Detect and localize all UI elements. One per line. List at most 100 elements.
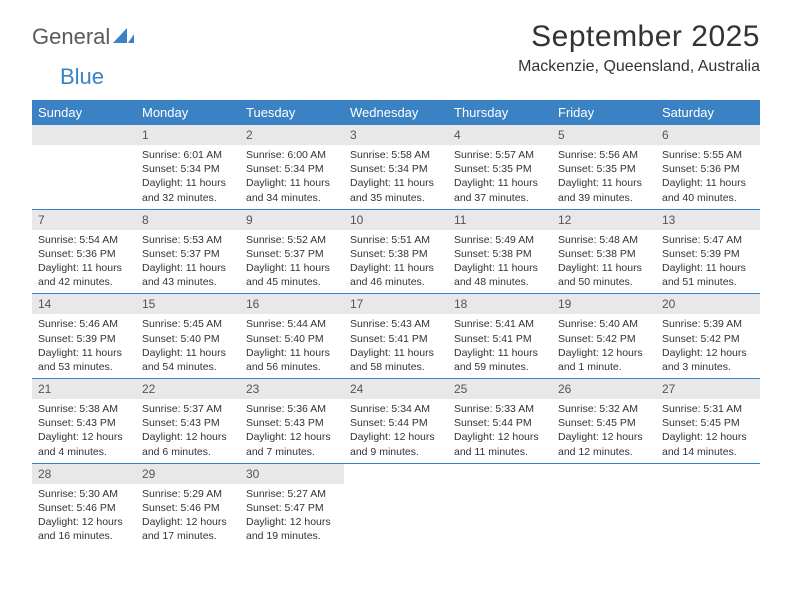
calendar-cell: 8Sunrise: 5:53 AMSunset: 5:37 PMDaylight…	[136, 209, 240, 294]
sunrise-text: Sunrise: 5:33 AM	[454, 402, 546, 416]
day-number: 7	[32, 210, 136, 230]
daylight-text: Daylight: 11 hours and 34 minutes.	[246, 176, 338, 204]
weekday-header: Monday	[136, 100, 240, 125]
weekday-header: Tuesday	[240, 100, 344, 125]
weekday-row: SundayMondayTuesdayWednesdayThursdayFrid…	[32, 100, 760, 125]
sunset-text: Sunset: 5:43 PM	[246, 416, 338, 430]
sunrise-text: Sunrise: 5:31 AM	[662, 402, 754, 416]
calendar-cell: 28Sunrise: 5:30 AMSunset: 5:46 PMDayligh…	[32, 463, 136, 547]
day-number: 26	[552, 379, 656, 399]
daylight-text: Daylight: 11 hours and 39 minutes.	[558, 176, 650, 204]
calendar-cell: 18Sunrise: 5:41 AMSunset: 5:41 PMDayligh…	[448, 294, 552, 379]
day-number: 3	[344, 125, 448, 145]
sunset-text: Sunset: 5:39 PM	[38, 332, 130, 346]
month-title: September 2025	[518, 20, 760, 54]
calendar-cell: 11Sunrise: 5:49 AMSunset: 5:38 PMDayligh…	[448, 209, 552, 294]
calendar-head: SundayMondayTuesdayWednesdayThursdayFrid…	[32, 100, 760, 125]
calendar-cell: 12Sunrise: 5:48 AMSunset: 5:38 PMDayligh…	[552, 209, 656, 294]
day-number: 29	[136, 464, 240, 484]
daylight-text: Daylight: 11 hours and 37 minutes.	[454, 176, 546, 204]
sunset-text: Sunset: 5:38 PM	[454, 247, 546, 261]
daylight-text: Daylight: 11 hours and 48 minutes.	[454, 261, 546, 289]
sunset-text: Sunset: 5:47 PM	[246, 501, 338, 515]
day-details: Sunrise: 5:48 AMSunset: 5:38 PMDaylight:…	[552, 230, 656, 294]
calendar-cell: 23Sunrise: 5:36 AMSunset: 5:43 PMDayligh…	[240, 379, 344, 464]
calendar-cell: 5Sunrise: 5:56 AMSunset: 5:35 PMDaylight…	[552, 125, 656, 209]
calendar-week: 1Sunrise: 6:01 AMSunset: 5:34 PMDaylight…	[32, 125, 760, 209]
weekday-header: Sunday	[32, 100, 136, 125]
weekday-header: Thursday	[448, 100, 552, 125]
day-details: Sunrise: 5:55 AMSunset: 5:36 PMDaylight:…	[656, 145, 760, 209]
day-details: Sunrise: 5:36 AMSunset: 5:43 PMDaylight:…	[240, 399, 344, 463]
daylight-text: Daylight: 12 hours and 4 minutes.	[38, 430, 130, 458]
calendar-cell: 30Sunrise: 5:27 AMSunset: 5:47 PMDayligh…	[240, 463, 344, 547]
day-number: 23	[240, 379, 344, 399]
weekday-header: Saturday	[656, 100, 760, 125]
sunrise-text: Sunrise: 6:01 AM	[142, 148, 234, 162]
sunset-text: Sunset: 5:37 PM	[142, 247, 234, 261]
day-number-empty	[32, 125, 136, 145]
weekday-header: Friday	[552, 100, 656, 125]
sunrise-text: Sunrise: 5:57 AM	[454, 148, 546, 162]
calendar-cell: 2Sunrise: 6:00 AMSunset: 5:34 PMDaylight…	[240, 125, 344, 209]
sunset-text: Sunset: 5:46 PM	[142, 501, 234, 515]
day-details: Sunrise: 5:40 AMSunset: 5:42 PMDaylight:…	[552, 314, 656, 378]
sunrise-text: Sunrise: 5:41 AM	[454, 317, 546, 331]
sunset-text: Sunset: 5:34 PM	[246, 162, 338, 176]
day-number: 22	[136, 379, 240, 399]
sunrise-text: Sunrise: 5:48 AM	[558, 233, 650, 247]
day-number: 10	[344, 210, 448, 230]
daylight-text: Daylight: 12 hours and 17 minutes.	[142, 515, 234, 543]
sunset-text: Sunset: 5:43 PM	[142, 416, 234, 430]
calendar-cell: 14Sunrise: 5:46 AMSunset: 5:39 PMDayligh…	[32, 294, 136, 379]
calendar-cell: 26Sunrise: 5:32 AMSunset: 5:45 PMDayligh…	[552, 379, 656, 464]
day-number: 17	[344, 294, 448, 314]
daylight-text: Daylight: 11 hours and 32 minutes.	[142, 176, 234, 204]
day-number: 16	[240, 294, 344, 314]
day-details: Sunrise: 5:46 AMSunset: 5:39 PMDaylight:…	[32, 314, 136, 378]
weekday-header: Wednesday	[344, 100, 448, 125]
day-details: Sunrise: 5:54 AMSunset: 5:36 PMDaylight:…	[32, 230, 136, 294]
sunset-text: Sunset: 5:46 PM	[38, 501, 130, 515]
day-details: Sunrise: 5:27 AMSunset: 5:47 PMDaylight:…	[240, 484, 344, 548]
sunrise-text: Sunrise: 5:39 AM	[662, 317, 754, 331]
sunset-text: Sunset: 5:41 PM	[454, 332, 546, 346]
calendar-cell	[656, 463, 760, 547]
day-details: Sunrise: 5:30 AMSunset: 5:46 PMDaylight:…	[32, 484, 136, 548]
sunrise-text: Sunrise: 5:34 AM	[350, 402, 442, 416]
day-details: Sunrise: 5:52 AMSunset: 5:37 PMDaylight:…	[240, 230, 344, 294]
calendar-cell	[448, 463, 552, 547]
calendar-week: 7Sunrise: 5:54 AMSunset: 5:36 PMDaylight…	[32, 209, 760, 294]
calendar-cell	[32, 125, 136, 209]
sunset-text: Sunset: 5:40 PM	[142, 332, 234, 346]
calendar-cell: 15Sunrise: 5:45 AMSunset: 5:40 PMDayligh…	[136, 294, 240, 379]
daylight-text: Daylight: 11 hours and 50 minutes.	[558, 261, 650, 289]
day-number: 25	[448, 379, 552, 399]
calendar-cell: 22Sunrise: 5:37 AMSunset: 5:43 PMDayligh…	[136, 379, 240, 464]
sunrise-text: Sunrise: 5:29 AM	[142, 487, 234, 501]
calendar-cell: 7Sunrise: 5:54 AMSunset: 5:36 PMDaylight…	[32, 209, 136, 294]
day-details: Sunrise: 5:41 AMSunset: 5:41 PMDaylight:…	[448, 314, 552, 378]
logo-sail-icon	[113, 26, 135, 49]
calendar-week: 14Sunrise: 5:46 AMSunset: 5:39 PMDayligh…	[32, 294, 760, 379]
daylight-text: Daylight: 12 hours and 7 minutes.	[246, 430, 338, 458]
sunrise-text: Sunrise: 5:45 AM	[142, 317, 234, 331]
sunrise-text: Sunrise: 5:47 AM	[662, 233, 754, 247]
logo: General	[32, 24, 137, 50]
day-number: 27	[656, 379, 760, 399]
day-details: Sunrise: 5:34 AMSunset: 5:44 PMDaylight:…	[344, 399, 448, 463]
day-details: Sunrise: 5:56 AMSunset: 5:35 PMDaylight:…	[552, 145, 656, 209]
sunrise-text: Sunrise: 5:49 AM	[454, 233, 546, 247]
sunset-text: Sunset: 5:41 PM	[350, 332, 442, 346]
calendar-cell: 16Sunrise: 5:44 AMSunset: 5:40 PMDayligh…	[240, 294, 344, 379]
sunrise-text: Sunrise: 5:54 AM	[38, 233, 130, 247]
calendar-cell: 24Sunrise: 5:34 AMSunset: 5:44 PMDayligh…	[344, 379, 448, 464]
sunset-text: Sunset: 5:34 PM	[142, 162, 234, 176]
sunset-text: Sunset: 5:45 PM	[558, 416, 650, 430]
calendar-cell: 13Sunrise: 5:47 AMSunset: 5:39 PMDayligh…	[656, 209, 760, 294]
calendar-cell	[344, 463, 448, 547]
sunrise-text: Sunrise: 5:52 AM	[246, 233, 338, 247]
day-details: Sunrise: 5:29 AMSunset: 5:46 PMDaylight:…	[136, 484, 240, 548]
sunrise-text: Sunrise: 5:51 AM	[350, 233, 442, 247]
calendar-cell: 3Sunrise: 5:58 AMSunset: 5:34 PMDaylight…	[344, 125, 448, 209]
